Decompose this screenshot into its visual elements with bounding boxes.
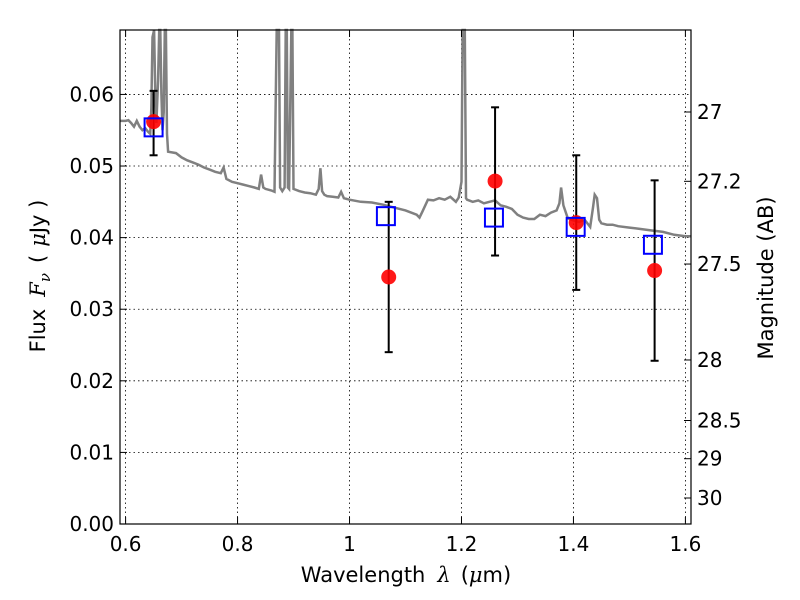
x-axis-label-unit-open: ( (461, 563, 469, 587)
y-tick-label: 0.00 (69, 512, 114, 536)
y2-tick-label: 27.5 (697, 252, 742, 276)
x-tick-label: 1.4 (558, 532, 590, 556)
model-photometry-points (143, 117, 663, 255)
x-tick-label: 0.8 (222, 532, 254, 556)
y-tick-label: 0.02 (69, 369, 114, 393)
grid (120, 30, 691, 525)
model-spectrum-line (120, 28, 691, 238)
model-photometry-square (565, 216, 586, 237)
x-axis-label: Wavelength λ (μm) (301, 563, 511, 587)
y-axis-label-text: Flux (26, 309, 50, 353)
y2-tick-label: 27.2 (697, 169, 742, 193)
model-photometry-square (483, 207, 504, 228)
y2-tick-label: 29 (697, 447, 722, 471)
y2-tick-label: 30 (697, 486, 722, 510)
y-axis-ticks: 0.00 0.01 0.02 0.03 0.04 0.05 0.06 (69, 82, 127, 536)
observed-points (146, 114, 663, 285)
x-axis-label-text: Wavelength (301, 563, 426, 587)
x-tick-label: 0.6 (110, 532, 142, 556)
x-axis-ticks: 0.6 0.8 1 1.2 1.4 1.6 (110, 30, 701, 556)
x-tick-label: 1.6 (669, 532, 701, 556)
observed-flux-point (647, 263, 663, 279)
y-axis-label-unit-mu: μ (26, 233, 50, 247)
x-axis-label-unit-rest: m) (483, 563, 512, 587)
plot-frame (119, 29, 692, 525)
y-axis-label-sub: ν (36, 273, 54, 282)
observed-flux-point (487, 173, 503, 189)
y-axis-label: Flux Fν ( μJy ) (26, 200, 54, 353)
y-tick-label: 0.01 (69, 440, 114, 464)
y2-axis-ticks: 27 27.2 27.5 28 28.5 29 30 (684, 100, 742, 510)
y-tick-label: 0.03 (69, 297, 114, 321)
model-photometry-square (642, 234, 663, 255)
x-axis-label-symbol: λ (436, 563, 450, 587)
y2-axis-label: Magnitude (AB) (754, 196, 778, 359)
y2-tick-label: 27 (697, 100, 722, 124)
model-photometry-square (143, 117, 164, 138)
plot-area (120, 28, 691, 362)
y-tick-label: 0.05 (69, 154, 114, 178)
model-photometry-square (375, 206, 396, 227)
y-axis-label-unit-open: ( (26, 255, 50, 263)
x-tick-label: 1.2 (446, 532, 478, 556)
y-tick-label: 0.04 (69, 226, 114, 250)
y2-tick-label: 28 (697, 348, 722, 372)
x-axis-label-unit-mu: μ (469, 563, 483, 587)
observed-flux-point (381, 269, 397, 285)
y2-tick-label: 28.5 (697, 409, 742, 433)
y-axis-label-unit-rest: Jy ) (26, 200, 50, 236)
y-tick-label: 0.06 (69, 82, 114, 106)
x-tick-label: 1 (343, 532, 356, 556)
y-axis-label-symbol: F (26, 281, 50, 298)
observed-flux-point (146, 114, 162, 130)
